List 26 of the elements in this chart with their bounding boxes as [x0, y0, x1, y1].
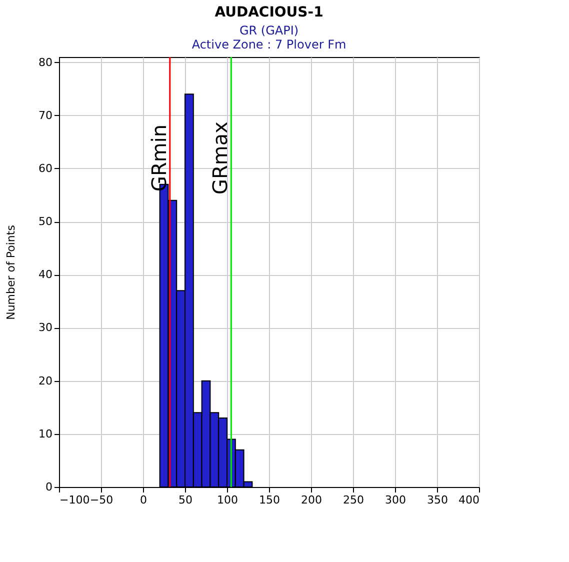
chart-title: AUDACIOUS-1 [214, 4, 324, 20]
y-tick-label: 30 [38, 321, 52, 334]
x-tick-label: −100 [60, 494, 90, 506]
y-tick-label: 50 [38, 215, 52, 228]
chart-subtitle: GR (GAPI) [239, 23, 299, 38]
x-tick-label: 400 [458, 494, 480, 506]
x-tick-label: 0 [140, 494, 147, 506]
y-tick-label: 10 [38, 427, 52, 440]
x-tick-label: 150 [259, 494, 280, 506]
y-tick-label: 80 [38, 56, 52, 69]
ref-line-label: GRmax [208, 121, 232, 194]
x-tick-label: 100 [217, 494, 238, 506]
x-tick-label: 350 [427, 494, 448, 506]
y-axis-title: Number of Points [4, 224, 18, 320]
x-tick-label: 250 [343, 494, 364, 506]
y-tick-label: 0 [46, 480, 52, 494]
x-tick-label: 50 [178, 494, 192, 506]
x-tick-label: 200 [301, 494, 322, 506]
text: Active Zone : 7 Plover Fm [192, 37, 346, 52]
y-tick-label: 70 [38, 108, 52, 122]
y-tick-label: 20 [38, 374, 52, 388]
x-tick-label: −50 [90, 494, 114, 506]
y-tick-label: 40 [38, 268, 52, 282]
y-tick-label: 60 [38, 162, 52, 175]
ref-line-label: GRmin [146, 124, 171, 192]
x-tick-label: 300 [385, 494, 406, 506]
